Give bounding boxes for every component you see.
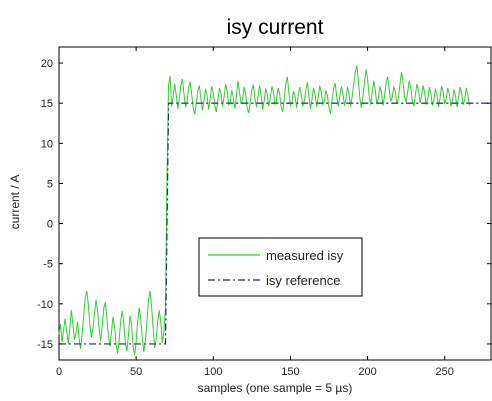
y-tick-label: 10 (41, 138, 53, 150)
y-tick-label: 0 (47, 219, 53, 231)
x-tick-label: 200 (358, 366, 376, 378)
y-tick-label: 5 (47, 178, 53, 190)
legend-box (198, 237, 363, 297)
x-axis-label: samples (one sample = 5 µs) (198, 381, 353, 395)
x-tick-label: 250 (436, 366, 454, 378)
y-axis-label: current / A (8, 175, 22, 230)
x-tick-label: 50 (130, 366, 142, 378)
legend: measured isy isy reference (198, 237, 363, 297)
y-tick-label: 15 (41, 98, 53, 110)
legend-label-measured: measured isy (266, 248, 344, 263)
series-isy-reference-overlay (59, 102, 491, 345)
y-tick-label: 20 (41, 58, 53, 70)
legend-label-reference: isy reference (266, 273, 340, 288)
y-tick-label: -5 (43, 259, 53, 271)
x-tick-label: 100 (204, 366, 222, 378)
y-tick-label: -15 (37, 339, 53, 351)
plot-frame (58, 46, 492, 361)
x-tick-label: 0 (56, 366, 62, 378)
y-tick-label: -10 (37, 299, 53, 311)
x-tick-label: 150 (281, 366, 299, 378)
series-measured-isy (58, 65, 470, 356)
chart-title: isy current (227, 16, 324, 39)
plot-area: 0 50 100 150 200 250 -15 -10 -5 0 5 10 15 20 (37, 46, 492, 378)
series-isy-reference (59, 102, 491, 345)
